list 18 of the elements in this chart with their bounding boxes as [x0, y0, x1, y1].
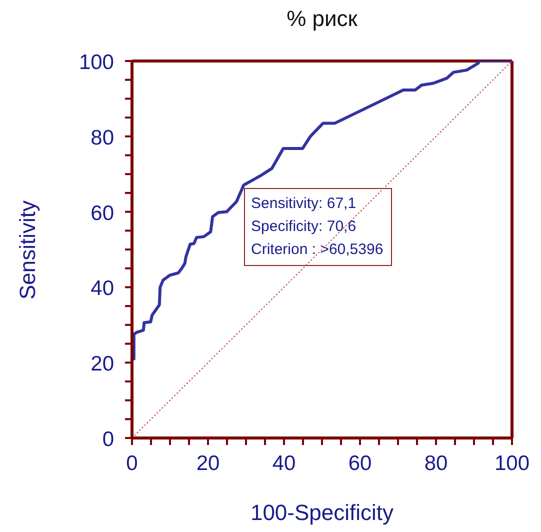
- x-axis-title: 100-Specificity: [249, 500, 395, 526]
- y-tick-label: 80: [90, 126, 114, 150]
- x-tick-label: 40: [272, 452, 296, 475]
- y-axis-title: Sensitivity: [15, 200, 41, 300]
- y-tick-label: 20: [90, 352, 114, 376]
- annotation: Sensitivity: 67,1: [251, 194, 358, 214]
- chart-title: % риск: [286, 6, 358, 32]
- x-tick-label: 60: [348, 452, 372, 475]
- x-tick-label: 0: [126, 452, 138, 475]
- y-tick-label: 60: [90, 202, 114, 225]
- y-tick-label: 0: [102, 428, 114, 451]
- annotation: Criterion : >60,5396: [251, 240, 384, 260]
- y-tick-label: 40: [90, 277, 114, 300]
- x-tick-label: 80: [424, 452, 448, 475]
- annotation: Specificity: 70,6: [251, 217, 358, 237]
- x-tick-label: 100: [494, 452, 530, 475]
- y-tick-label: 100: [78, 51, 114, 74]
- x-tick-label: 20: [196, 452, 220, 475]
